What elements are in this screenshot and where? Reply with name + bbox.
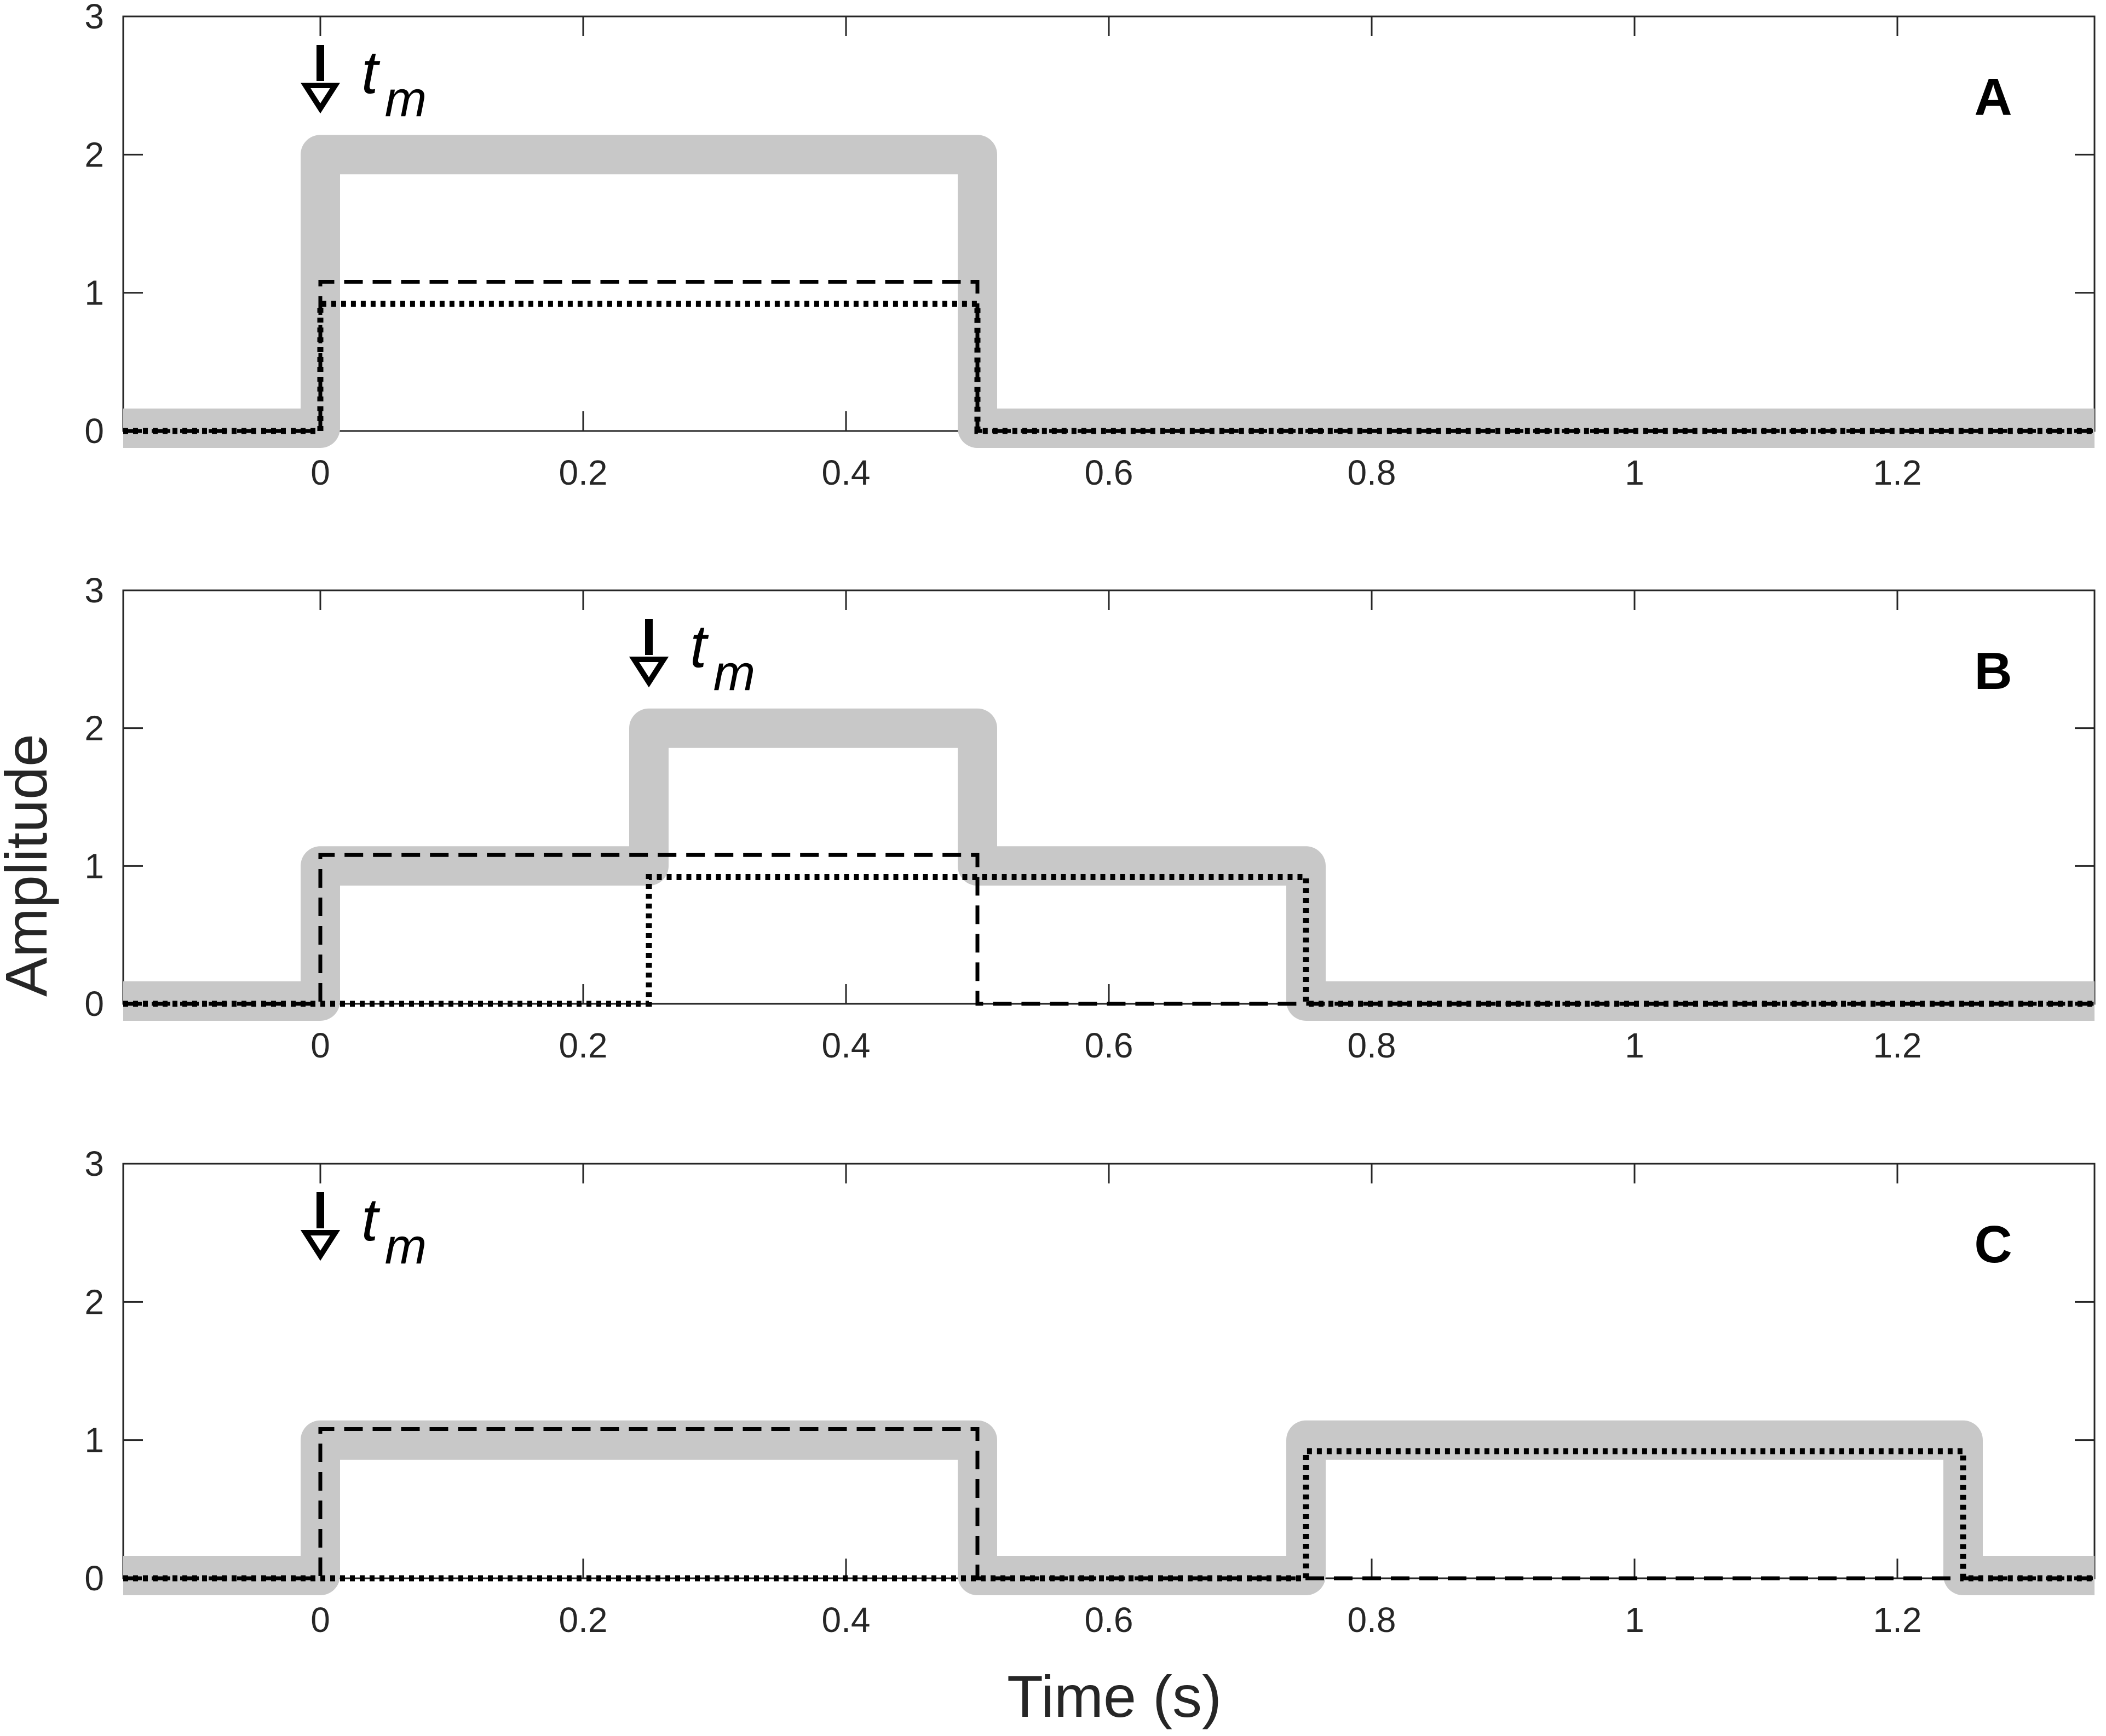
series-group: [123, 1420, 2095, 1595]
y-tick-label: 0: [84, 984, 104, 1024]
panel-b: 0 1 2 3 0 0.2 0.4 0.6 0.8 1 1.2 t m B: [84, 571, 2096, 1065]
panel-letter: A: [1974, 68, 2012, 127]
x-axis-title: Time (s): [1007, 1663, 1222, 1729]
arrow-down-icon: [629, 657, 669, 688]
y-tick-label: 1: [84, 273, 104, 313]
tm-label-main: t: [690, 613, 709, 680]
panel-letter: B: [1974, 642, 2012, 700]
x-tick-label: 0.2: [559, 1600, 608, 1640]
panel-a: 0 1 2 3 0 0.2 0.4 0.6 0.8 1 1.2 t m A: [84, 0, 2096, 492]
tm-label-subscript: m: [385, 71, 427, 127]
x-tick-label: 0.6: [1085, 453, 1133, 492]
x-tick-label: 0: [310, 1026, 330, 1065]
x-tick-label: 1: [1625, 1026, 1644, 1065]
x-tick-label: 0.8: [1348, 453, 1396, 492]
series-sum-line: [123, 135, 2095, 448]
y-tick-label: 3: [84, 0, 104, 36]
axes-box: [122, 589, 2096, 1005]
y-tick-label: 2: [84, 135, 104, 174]
y-tick-label: 0: [84, 1559, 104, 1598]
x-tick-label: 0.6: [1085, 1026, 1133, 1065]
arrow-down-icon: [300, 1230, 341, 1261]
series-dotted-line: [123, 874, 2095, 1007]
series-dotted-line: [123, 1448, 2095, 1582]
tm-label-main: t: [361, 1186, 381, 1254]
series-group: [123, 135, 2095, 448]
x-tick-label: 1.2: [1873, 1600, 1922, 1640]
x-tick-label: 1: [1625, 1600, 1644, 1640]
series-dashed-line: [123, 1427, 2095, 1580]
tm-label-subscript: m: [713, 645, 756, 701]
y-tick-label: 0: [84, 411, 104, 451]
tm-label-subscript: m: [385, 1218, 427, 1274]
y-tick-label: 3: [84, 1144, 104, 1183]
x-tick-label: 1.2: [1873, 1026, 1922, 1065]
panel-letter: C: [1974, 1215, 2012, 1274]
x-tick-label: 0.4: [822, 453, 871, 492]
x-tick-label: 1.2: [1873, 453, 1922, 492]
y-axis-title: Amplitude: [0, 734, 59, 997]
series-sum-line: [123, 708, 2095, 1021]
y-tick-label: 2: [84, 1282, 104, 1321]
x-tick-label: 1: [1625, 453, 1644, 492]
x-tick-label: 0.2: [559, 1026, 608, 1065]
y-tick-label: 3: [84, 571, 104, 610]
y-tick-label: 1: [84, 846, 104, 886]
x-tick-label: 0.2: [559, 453, 608, 492]
x-tick-label: 0.4: [822, 1600, 871, 1640]
x-tick-label: 0.6: [1085, 1600, 1133, 1640]
x-tick-label: 0.4: [822, 1026, 871, 1065]
y-tick-label: 1: [84, 1421, 104, 1460]
tm-label-main: t: [361, 39, 381, 106]
x-tick-label: 0.8: [1348, 1600, 1396, 1640]
x-tick-label: 0: [310, 453, 330, 492]
series-sum-line: [123, 1420, 2095, 1595]
x-tick-label: 0: [310, 1600, 330, 1640]
series-dotted-line: [123, 301, 2095, 434]
series-group: [123, 708, 2095, 1021]
arrow-down-icon: [300, 83, 341, 114]
panel-c: 0 1 2 3 0 0.2 0.4 0.6 0.8 1 1.2 t m C: [84, 1144, 2096, 1640]
x-tick-label: 0.8: [1348, 1026, 1396, 1065]
y-tick-label: 2: [84, 709, 104, 748]
